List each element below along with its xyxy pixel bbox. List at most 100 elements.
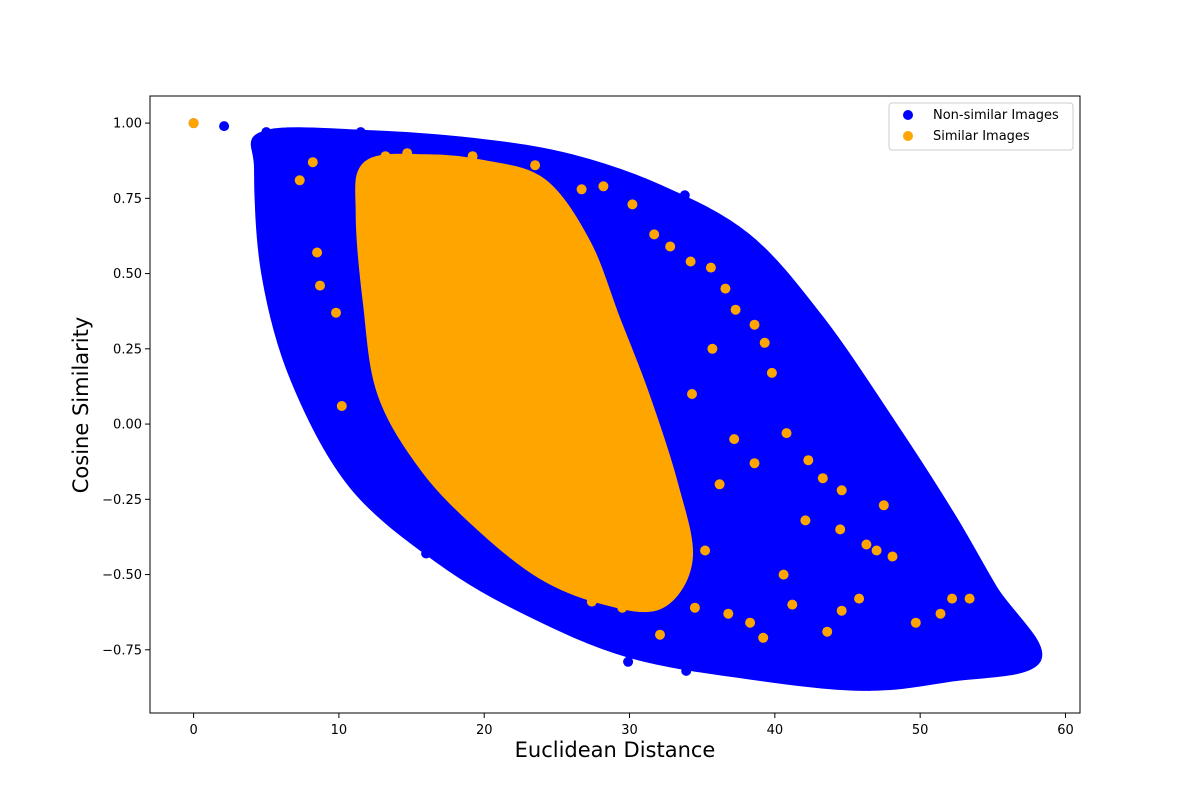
data-point <box>828 373 838 384</box>
data-point <box>836 485 847 496</box>
legend-label-similar: Similar Images <box>933 129 1030 144</box>
y-tick-label: −0.25 <box>102 493 142 508</box>
data-point <box>766 367 777 378</box>
data-point <box>1019 659 1030 670</box>
data-point <box>749 458 760 469</box>
data-point <box>745 617 756 628</box>
data-point <box>964 593 975 604</box>
data-point <box>1003 659 1014 670</box>
data-point <box>675 518 686 529</box>
data-point <box>1005 611 1016 622</box>
x-tick-label: 60 <box>1057 723 1074 738</box>
data-point <box>707 343 718 354</box>
data-point <box>685 256 696 267</box>
data-point <box>1030 653 1040 664</box>
data-point <box>748 238 758 249</box>
data-point <box>617 602 628 613</box>
data-point <box>720 283 731 294</box>
data-point <box>649 229 660 240</box>
legend-marker-similar <box>903 131 913 141</box>
x-axis-ticks: 0 10 20 30 40 50 60 <box>189 713 1074 738</box>
x-tick-label: 40 <box>767 723 784 738</box>
x-axis-label: Euclidean Distance <box>515 738 716 762</box>
data-point <box>598 181 609 192</box>
point-cloud-similar <box>355 153 694 613</box>
data-point <box>730 304 741 315</box>
legend-label-non-similar: Non-similar Images <box>933 108 1059 123</box>
data-point <box>700 545 711 556</box>
data-point <box>355 127 366 138</box>
data-point <box>687 389 697 399</box>
series-similar <box>188 118 975 643</box>
data-point <box>402 148 413 159</box>
data-point <box>530 160 541 171</box>
data-point <box>315 280 325 291</box>
data-point <box>854 593 865 604</box>
data-point <box>627 199 638 210</box>
data-point <box>392 515 402 526</box>
x-tick-label: 50 <box>912 723 929 738</box>
data-point <box>781 428 792 439</box>
data-point <box>887 551 898 562</box>
data-point <box>864 680 875 691</box>
data-point <box>723 608 734 619</box>
data-point <box>312 247 323 258</box>
data-point <box>759 337 770 348</box>
data-point <box>679 190 690 201</box>
data-point <box>219 121 230 132</box>
data-point <box>803 455 814 466</box>
data-point <box>421 548 432 559</box>
x-tick-label: 30 <box>621 723 638 738</box>
data-point <box>705 262 716 273</box>
data-point <box>665 241 676 252</box>
data-point <box>800 515 811 526</box>
data-point <box>479 142 490 153</box>
x-tick-label: 10 <box>331 723 348 738</box>
data-point <box>467 151 478 162</box>
legend-marker-non-similar <box>903 110 913 120</box>
y-tick-label: 1.00 <box>113 117 142 132</box>
axes-frame <box>149 95 1081 714</box>
data-point <box>947 515 958 526</box>
y-tick-label: 0.75 <box>113 192 142 207</box>
data-point <box>326 148 337 159</box>
data-point <box>380 151 391 162</box>
data-point <box>835 524 846 535</box>
data-point <box>729 434 740 445</box>
data-point <box>987 629 998 640</box>
data-point <box>576 184 587 195</box>
y-tick-label: −0.50 <box>102 568 142 583</box>
data-point <box>935 608 946 619</box>
data-point <box>689 602 700 613</box>
data-point <box>787 289 798 300</box>
data-point <box>787 599 798 610</box>
data-point <box>871 425 882 436</box>
y-tick-label: 0.50 <box>113 267 142 282</box>
legend: Non-similar Images Similar Images <box>888 102 1074 151</box>
data-point <box>331 307 341 318</box>
data-point <box>714 479 725 490</box>
data-point <box>842 395 853 405</box>
data-point <box>878 500 889 511</box>
y-tick-label: 0.25 <box>113 342 142 357</box>
legend-box <box>888 102 1074 151</box>
data-point <box>778 569 789 580</box>
data-point <box>912 473 923 484</box>
data-point <box>586 596 597 607</box>
data-point <box>861 539 872 550</box>
data-point <box>655 629 665 640</box>
data-point <box>261 127 272 138</box>
y-tick-label: 0.00 <box>113 418 142 433</box>
data-point <box>268 133 279 144</box>
data-point <box>749 319 760 330</box>
data-point <box>947 593 958 604</box>
data-point <box>188 118 199 129</box>
x-tick-label: 20 <box>476 723 493 738</box>
data-point <box>836 605 847 616</box>
y-axis-ticks: −0.75 −0.50 −0.25 0.00 0.25 0.50 0.75 1.00 <box>102 117 150 658</box>
data-point <box>307 157 318 168</box>
y-axis-label: Cosine Similarity <box>69 317 93 493</box>
data-point <box>681 665 692 676</box>
data-point <box>623 656 634 667</box>
